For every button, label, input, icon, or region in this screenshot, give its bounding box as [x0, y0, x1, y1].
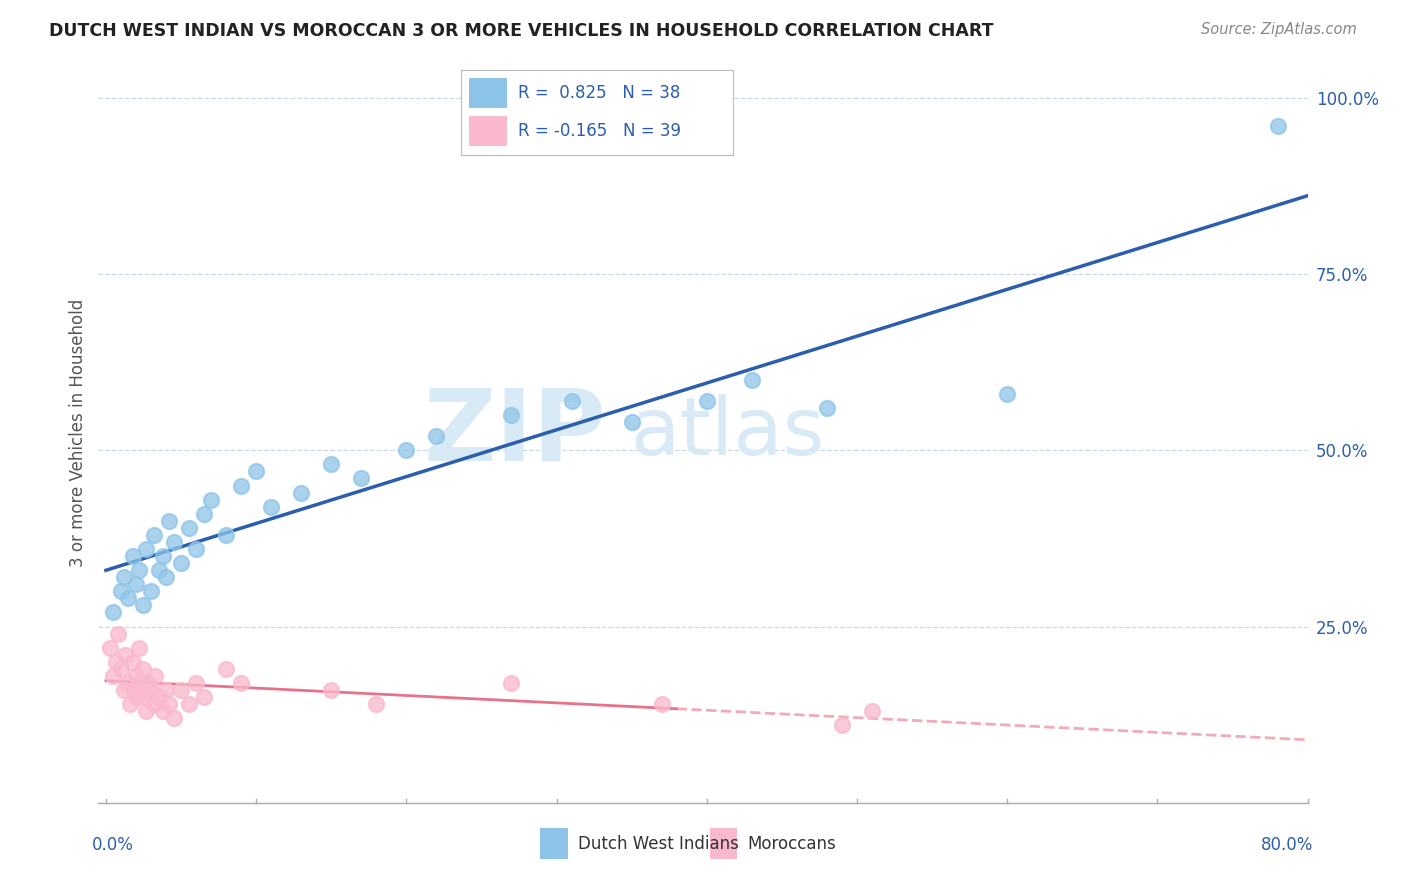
Point	[620, 415, 643, 429]
Point	[229, 478, 252, 492]
Point	[103, 606, 125, 620]
Point	[170, 683, 193, 698]
Point	[501, 676, 523, 690]
Point	[651, 697, 673, 711]
Point	[124, 683, 146, 698]
Point	[145, 669, 167, 683]
Point	[260, 500, 283, 514]
Point	[122, 549, 145, 563]
Point	[125, 577, 148, 591]
Point	[112, 683, 135, 698]
Point	[135, 704, 157, 718]
Text: 0.0%: 0.0%	[93, 836, 134, 855]
Point	[1267, 119, 1289, 133]
Point	[395, 443, 418, 458]
Point	[501, 408, 523, 422]
Point	[200, 492, 222, 507]
Text: atlas: atlas	[630, 393, 825, 472]
Point	[114, 648, 136, 662]
Point	[148, 690, 170, 704]
Point	[125, 669, 148, 683]
Point	[110, 662, 132, 676]
Point	[561, 393, 583, 408]
Y-axis label: 3 or more Vehicles in Household: 3 or more Vehicles in Household	[69, 299, 87, 566]
Point	[117, 676, 139, 690]
Point	[162, 535, 184, 549]
Point	[110, 584, 132, 599]
Point	[815, 401, 838, 415]
Point	[128, 640, 150, 655]
Point	[321, 683, 343, 698]
Point	[162, 711, 184, 725]
Point	[139, 683, 162, 698]
Text: Source: ZipAtlas.com: Source: ZipAtlas.com	[1201, 22, 1357, 37]
Point	[215, 662, 238, 676]
Point	[860, 704, 883, 718]
Point	[134, 690, 156, 704]
Point	[118, 697, 141, 711]
Point	[995, 387, 1018, 401]
Point	[155, 570, 177, 584]
Point	[127, 690, 149, 704]
Point	[741, 373, 763, 387]
Point	[321, 458, 343, 472]
Point	[170, 556, 193, 570]
Text: ZIP: ZIP	[423, 384, 606, 481]
Point	[193, 690, 215, 704]
Point	[143, 528, 166, 542]
Point	[112, 570, 135, 584]
Point	[290, 485, 312, 500]
Point	[129, 676, 152, 690]
Point	[177, 521, 200, 535]
Point	[157, 697, 180, 711]
Point	[831, 718, 853, 732]
Point	[152, 549, 174, 563]
Point	[143, 697, 166, 711]
Point	[105, 655, 128, 669]
Point	[366, 697, 388, 711]
Text: 80.0%: 80.0%	[1261, 836, 1313, 855]
Point	[152, 704, 174, 718]
Point	[155, 683, 177, 698]
Point	[184, 676, 207, 690]
Point	[229, 676, 252, 690]
Point	[139, 584, 162, 599]
Point	[245, 464, 267, 478]
Point	[184, 541, 207, 556]
Point	[425, 429, 447, 443]
Point	[107, 626, 129, 640]
Point	[136, 676, 159, 690]
Point	[696, 393, 718, 408]
Point	[177, 697, 200, 711]
Point	[128, 563, 150, 577]
Point	[132, 599, 155, 613]
Point	[148, 563, 170, 577]
Point	[193, 507, 215, 521]
Point	[100, 640, 122, 655]
Point	[157, 514, 180, 528]
Point	[103, 669, 125, 683]
Text: DUTCH WEST INDIAN VS MOROCCAN 3 OR MORE VEHICLES IN HOUSEHOLD CORRELATION CHART: DUTCH WEST INDIAN VS MOROCCAN 3 OR MORE …	[49, 22, 994, 40]
Point	[117, 591, 139, 606]
Point	[350, 471, 373, 485]
Point	[122, 655, 145, 669]
Point	[135, 541, 157, 556]
Point	[132, 662, 155, 676]
Point	[215, 528, 238, 542]
